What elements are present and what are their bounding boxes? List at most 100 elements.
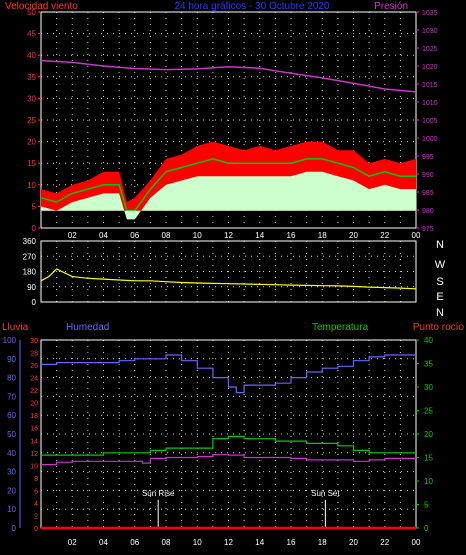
series-punto-rocío bbox=[41, 454, 416, 466]
y-left-tick-label: 35 bbox=[27, 73, 36, 82]
series-temperatura bbox=[41, 435, 416, 456]
x-tick-label: 22 bbox=[380, 538, 389, 547]
series-presión bbox=[40, 59, 417, 93]
temp-axis-label: Temperatura bbox=[312, 322, 369, 333]
y-right-tick-label: 975 bbox=[422, 226, 434, 233]
x-tick-label: 00 bbox=[412, 231, 421, 240]
temp-tick-label: 35 bbox=[424, 360, 433, 369]
x-tick-label: 12 bbox=[224, 231, 233, 240]
series-humedad bbox=[41, 354, 416, 394]
x-tick-label: 00 bbox=[412, 538, 421, 547]
compass-label: E bbox=[436, 291, 443, 303]
rain-axis-label: Lluvia bbox=[2, 322, 29, 333]
rain-tick-label: 16 bbox=[30, 426, 38, 433]
humidity-tick-label: 60 bbox=[7, 411, 16, 420]
rain-tick-label: 8 bbox=[34, 476, 38, 483]
rain-tick-label: 18 bbox=[30, 413, 38, 420]
x-tick-label: 10 bbox=[193, 538, 202, 547]
x-tick-label: 18 bbox=[318, 538, 327, 547]
rain-tick-label: 30 bbox=[30, 338, 38, 345]
y-left-tick-label: 0 bbox=[32, 224, 37, 233]
humidity-tick-label: 40 bbox=[7, 449, 16, 458]
rain-tick-label: 26 bbox=[30, 363, 38, 370]
y-right-tick-label: 1005 bbox=[422, 118, 438, 125]
y-right-tick-label: 1000 bbox=[422, 136, 438, 143]
x-tick-label: 16 bbox=[287, 231, 296, 240]
humidity-tick-label: 100 bbox=[3, 336, 17, 345]
y-left-tick-label: 45 bbox=[27, 30, 36, 39]
x-tick-label: 04 bbox=[99, 231, 108, 240]
pressure-axis-label: Presión bbox=[374, 1, 408, 12]
x-tick-label: 22 bbox=[380, 231, 389, 240]
y-left-tick-label: 5 bbox=[32, 202, 37, 211]
y-left-tick-label: 20 bbox=[27, 138, 36, 147]
y-left-tick-label: 30 bbox=[27, 94, 36, 103]
y-left-tick-label: 40 bbox=[27, 51, 36, 60]
rain-tick-label: 12 bbox=[30, 451, 38, 458]
rain-tick-label: 2 bbox=[34, 513, 38, 520]
rain-tick-label: 6 bbox=[34, 488, 38, 495]
sun-marker-label: Sun Rise bbox=[142, 489, 175, 498]
y-right-tick-label: 1020 bbox=[422, 64, 438, 71]
humidity-tick-label: 80 bbox=[7, 374, 16, 383]
direction-tick-label: 0 bbox=[32, 298, 37, 307]
y-right-tick-label: 1010 bbox=[422, 100, 438, 107]
x-tick-label: 18 bbox=[318, 231, 327, 240]
y-left-tick-label: 25 bbox=[27, 116, 36, 125]
temp-tick-label: 15 bbox=[424, 454, 433, 463]
rain-tick-label: 28 bbox=[30, 351, 38, 358]
y-right-tick-label: 985 bbox=[422, 190, 434, 197]
humidity-tick-label: 70 bbox=[7, 392, 16, 401]
x-tick-label: 20 bbox=[349, 231, 358, 240]
rain-tick-label: 24 bbox=[30, 376, 38, 383]
chart-title: 24 hora gráficos - 30 Octubre 2020 bbox=[174, 1, 330, 12]
x-tick-label: 14 bbox=[255, 538, 264, 547]
temp-tick-label: 5 bbox=[424, 501, 429, 510]
y-left-tick-label: 10 bbox=[27, 181, 36, 190]
x-tick-label: 16 bbox=[287, 538, 296, 547]
x-tick-label: 06 bbox=[130, 538, 139, 547]
direction-series bbox=[40, 268, 417, 290]
x-tick-label: 14 bbox=[255, 231, 264, 240]
direction-tick-label: 360 bbox=[23, 237, 37, 246]
y-right-tick-label: 1030 bbox=[422, 28, 438, 35]
humidity-tick-label: 20 bbox=[7, 486, 16, 495]
temp-tick-label: 30 bbox=[424, 383, 433, 392]
humidity-tick-label: 50 bbox=[7, 430, 16, 439]
rain-tick-label: 22 bbox=[30, 388, 38, 395]
wind-series-2 bbox=[40, 158, 416, 212]
compass-label: N bbox=[436, 307, 444, 319]
temp-tick-label: 25 bbox=[424, 407, 433, 416]
rain-tick-label: 10 bbox=[30, 463, 38, 470]
y-left-tick-label: 15 bbox=[27, 159, 36, 168]
humidity-axis-label: Humedad bbox=[66, 322, 109, 333]
humidity-tick-label: 0 bbox=[12, 524, 17, 533]
temp-tick-label: 0 bbox=[424, 524, 429, 533]
compass-label: S bbox=[436, 276, 443, 288]
y-right-tick-label: 980 bbox=[422, 208, 434, 215]
humidity-tick-label: 10 bbox=[7, 505, 16, 514]
x-tick-label: 10 bbox=[193, 231, 202, 240]
temp-tick-label: 10 bbox=[424, 477, 433, 486]
y-right-tick-label: 990 bbox=[422, 172, 434, 179]
wind-series-3 bbox=[41, 171, 416, 220]
x-tick-label: 02 bbox=[68, 538, 77, 547]
compass-label: N bbox=[436, 239, 444, 251]
x-tick-label: 04 bbox=[99, 538, 108, 547]
x-tick-label: 08 bbox=[162, 231, 171, 240]
y-right-tick-label: 1015 bbox=[422, 82, 438, 89]
direction-tick-label: 180 bbox=[23, 268, 37, 277]
temp-tick-label: 40 bbox=[424, 336, 433, 345]
x-tick-label: 12 bbox=[224, 538, 233, 547]
rain-tick-label: 20 bbox=[30, 401, 38, 408]
direction-tick-label: 90 bbox=[27, 283, 36, 292]
wind-axis-label: Velocidad viento bbox=[5, 1, 78, 12]
x-tick-label: 08 bbox=[162, 538, 171, 547]
x-tick-label: 02 bbox=[68, 231, 77, 240]
y-left-tick-label: 50 bbox=[27, 8, 36, 17]
rain-tick-label: 0 bbox=[34, 526, 38, 533]
y-right-tick-label: 995 bbox=[422, 154, 434, 161]
y-right-tick-label: 1035 bbox=[422, 10, 438, 17]
humidity-tick-label: 30 bbox=[7, 468, 16, 477]
